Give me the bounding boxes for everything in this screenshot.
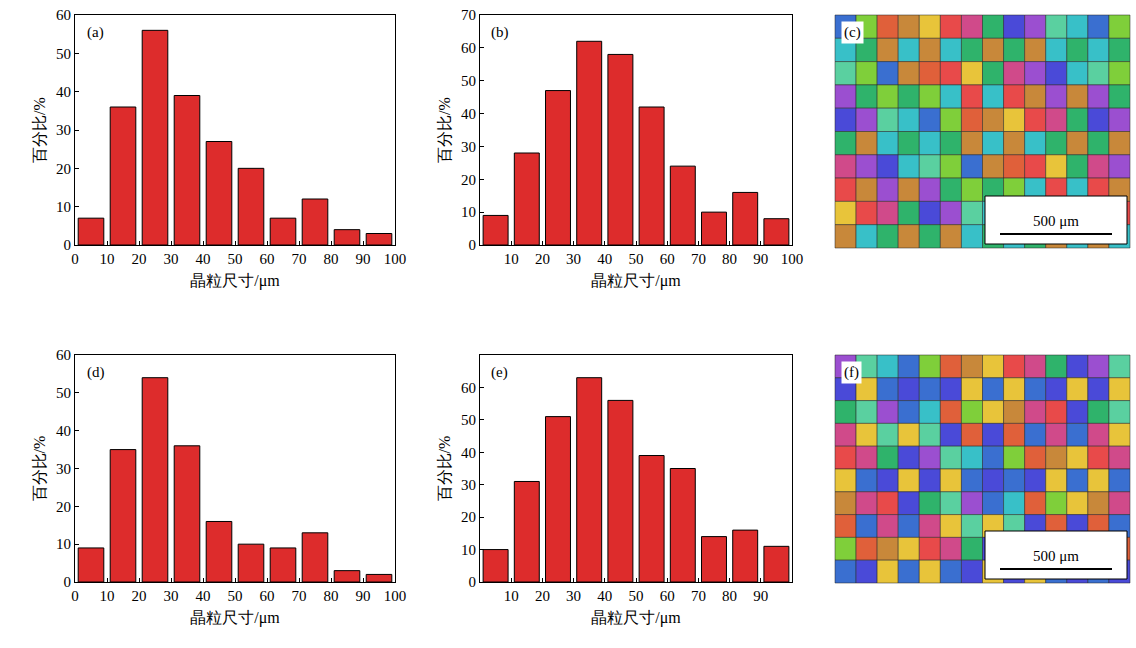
svg-text:60: 60 xyxy=(660,251,675,267)
svg-text:70: 70 xyxy=(292,251,307,267)
svg-text:100: 100 xyxy=(781,251,804,267)
svg-text:20: 20 xyxy=(461,172,476,188)
svg-text:40: 40 xyxy=(597,588,612,604)
svg-text:50: 50 xyxy=(228,251,243,267)
svg-text:50: 50 xyxy=(461,73,476,89)
svg-text:30: 30 xyxy=(56,461,71,477)
svg-text:百分比/%: 百分比/% xyxy=(31,97,48,163)
svg-text:0: 0 xyxy=(469,237,477,253)
svg-text:40: 40 xyxy=(597,251,612,267)
svg-text:20: 20 xyxy=(56,161,71,177)
svg-text:30: 30 xyxy=(56,122,71,138)
svg-text:70: 70 xyxy=(691,588,706,604)
svg-text:30: 30 xyxy=(461,477,476,493)
svg-text:20: 20 xyxy=(132,251,147,267)
svg-text:0: 0 xyxy=(469,574,477,590)
svg-text:0: 0 xyxy=(64,237,72,253)
svg-text:50: 50 xyxy=(56,46,71,62)
svg-text:80: 80 xyxy=(324,588,339,604)
svg-text:(b): (b) xyxy=(491,24,509,41)
svg-text:60: 60 xyxy=(260,588,275,604)
svg-text:90: 90 xyxy=(356,588,371,604)
svg-text:(c): (c) xyxy=(844,24,861,41)
svg-text:晶粒尺寸/μm: 晶粒尺寸/μm xyxy=(190,272,280,290)
svg-text:30: 30 xyxy=(164,588,179,604)
svg-text:100: 100 xyxy=(384,251,407,267)
svg-text:50: 50 xyxy=(56,385,71,401)
svg-text:90: 90 xyxy=(753,588,768,604)
svg-text:40: 40 xyxy=(461,106,476,122)
svg-text:(e): (e) xyxy=(491,364,508,381)
svg-text:50: 50 xyxy=(461,412,476,428)
svg-text:70: 70 xyxy=(292,588,307,604)
svg-text:10: 10 xyxy=(56,199,71,215)
svg-text:0: 0 xyxy=(71,251,79,267)
svg-text:晶粒尺寸/μm: 晶粒尺寸/μm xyxy=(190,609,280,627)
svg-text:60: 60 xyxy=(56,347,71,363)
svg-text:20: 20 xyxy=(535,588,550,604)
svg-text:30: 30 xyxy=(164,251,179,267)
svg-text:80: 80 xyxy=(722,251,737,267)
svg-text:50: 50 xyxy=(228,588,243,604)
svg-text:50: 50 xyxy=(629,588,644,604)
svg-text:40: 40 xyxy=(196,251,211,267)
svg-text:90: 90 xyxy=(356,251,371,267)
svg-text:80: 80 xyxy=(324,251,339,267)
svg-text:10: 10 xyxy=(504,251,519,267)
svg-text:100: 100 xyxy=(384,588,407,604)
svg-text:10: 10 xyxy=(461,542,476,558)
svg-text:40: 40 xyxy=(461,445,476,461)
svg-text:60: 60 xyxy=(56,7,71,23)
svg-text:50: 50 xyxy=(629,251,644,267)
svg-text:晶粒尺寸/μm: 晶粒尺寸/μm xyxy=(591,609,681,627)
svg-text:60: 60 xyxy=(260,251,275,267)
svg-text:40: 40 xyxy=(56,84,71,100)
svg-text:10: 10 xyxy=(56,536,71,552)
svg-text:80: 80 xyxy=(722,588,737,604)
svg-text:60: 60 xyxy=(461,40,476,56)
svg-text:10: 10 xyxy=(504,588,519,604)
svg-text:0: 0 xyxy=(71,588,79,604)
svg-text:10: 10 xyxy=(461,204,476,220)
svg-text:500 μm: 500 μm xyxy=(1033,548,1079,564)
svg-text:20: 20 xyxy=(535,251,550,267)
svg-text:20: 20 xyxy=(461,509,476,525)
svg-text:10: 10 xyxy=(100,588,115,604)
svg-text:0: 0 xyxy=(64,574,72,590)
svg-text:20: 20 xyxy=(132,588,147,604)
svg-text:晶粒尺寸/μm: 晶粒尺寸/μm xyxy=(591,272,681,290)
svg-text:500 μm: 500 μm xyxy=(1033,213,1079,229)
svg-text:30: 30 xyxy=(461,139,476,155)
svg-text:百分比/%: 百分比/% xyxy=(436,97,453,163)
svg-text:40: 40 xyxy=(196,588,211,604)
svg-text:(a): (a) xyxy=(87,24,104,41)
svg-text:40: 40 xyxy=(56,423,71,439)
svg-text:30: 30 xyxy=(566,251,581,267)
svg-text:百分比/%: 百分比/% xyxy=(31,436,48,502)
svg-text:70: 70 xyxy=(691,251,706,267)
svg-text:(d): (d) xyxy=(87,364,105,381)
svg-text:(f): (f) xyxy=(844,364,859,381)
svg-text:30: 30 xyxy=(566,588,581,604)
svg-text:百分比/%: 百分比/% xyxy=(436,436,453,502)
svg-text:60: 60 xyxy=(660,588,675,604)
svg-text:90: 90 xyxy=(753,251,768,267)
svg-text:60: 60 xyxy=(461,380,476,396)
svg-text:10: 10 xyxy=(100,251,115,267)
svg-text:70: 70 xyxy=(461,7,476,23)
svg-text:20: 20 xyxy=(56,499,71,515)
